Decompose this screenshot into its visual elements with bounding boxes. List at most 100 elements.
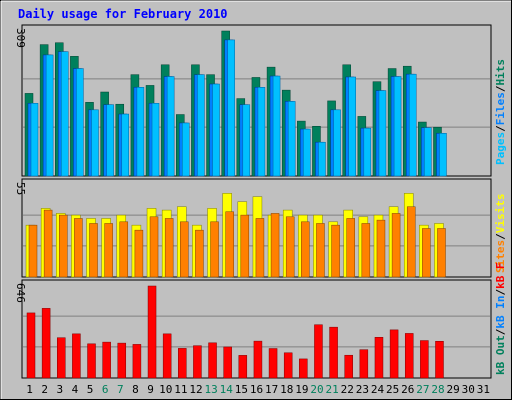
sites-bar	[331, 224, 340, 278]
day-label: 21	[326, 383, 339, 396]
kbf-bar	[162, 333, 172, 379]
sites-bar	[437, 228, 446, 278]
kbf-bar	[435, 341, 444, 379]
day-label: 19	[295, 383, 308, 396]
pages-bar	[166, 76, 175, 177]
day-label: 2	[41, 383, 48, 396]
day-label: 6	[102, 383, 109, 396]
pages-bar	[287, 101, 296, 177]
pages-bar	[121, 113, 130, 177]
sites-bar	[422, 228, 431, 278]
day-label: 22	[341, 383, 354, 396]
pages-bar	[45, 54, 54, 177]
day-label: 20	[310, 383, 323, 396]
kbf-bar	[404, 333, 414, 379]
day-label: 7	[117, 383, 124, 396]
sites-bar	[210, 221, 219, 278]
kbf-bar	[374, 337, 384, 379]
side-legend-text: kB Out/kB In/kB F	[494, 262, 507, 375]
day-label: 3	[57, 383, 64, 396]
sites-bar	[119, 221, 129, 278]
kbf-bar	[87, 343, 96, 379]
sites-bar	[164, 218, 174, 278]
kbf-bar	[253, 340, 263, 379]
kbf-bar	[57, 337, 66, 379]
sites-bar	[255, 218, 265, 278]
day-label: 29	[447, 383, 460, 396]
side-legend-part: Pages	[494, 132, 507, 165]
day-label: 27	[416, 383, 429, 396]
side-legend-part: Hits	[494, 59, 507, 86]
day-label: 11	[174, 383, 187, 396]
day-label: 10	[159, 383, 172, 396]
kbf-bar	[26, 312, 36, 379]
day-label: 5	[87, 383, 94, 396]
day-label: 4	[72, 383, 79, 396]
day-label: 13	[204, 383, 217, 396]
sites-bar	[74, 218, 83, 278]
pages-bar	[378, 90, 387, 177]
pages-bar	[212, 83, 220, 177]
side-legend-part: kB Out	[494, 335, 507, 375]
sites-bar	[149, 216, 159, 278]
side-legend-separator: /	[494, 289, 507, 296]
pages-bar	[439, 133, 447, 177]
pages-bar	[363, 127, 372, 177]
day-label: 1	[26, 383, 33, 396]
pages-bar	[227, 39, 235, 177]
kbf-bar	[299, 358, 308, 379]
sites-bar	[240, 214, 250, 278]
side-legend-part: kB F	[494, 262, 507, 289]
side-legend-part: Visits	[494, 194, 507, 234]
pages-bar	[424, 127, 432, 177]
sites-bar	[28, 224, 38, 278]
pages-bar	[106, 104, 114, 177]
sites-bar	[134, 229, 144, 278]
kbf-bar	[193, 345, 202, 379]
day-label: 31	[477, 383, 490, 396]
side-legend-text: Pages/Files/Hits	[494, 59, 507, 165]
kbf-bar	[268, 348, 278, 379]
pages-bar	[257, 87, 266, 177]
bottom-side-legend: kB Out/kB In/kB F	[494, 262, 507, 375]
side-legend-separator: /	[494, 328, 507, 335]
pages-bar	[91, 109, 99, 177]
day-label: 17	[265, 383, 278, 396]
sites-bar	[406, 206, 416, 278]
day-label: 24	[371, 383, 385, 396]
kbf-bar	[72, 333, 81, 379]
sites-bar	[59, 214, 68, 278]
day-label: 26	[401, 383, 414, 396]
sites-bar	[270, 213, 280, 278]
kbf-bar	[147, 285, 157, 379]
day-label: 14	[220, 383, 234, 396]
day-label: 9	[147, 383, 154, 396]
sites-bar	[43, 209, 53, 278]
sites-bar	[180, 221, 189, 278]
day-label: 12	[189, 383, 202, 396]
pages-bar	[61, 51, 69, 177]
kbf-bar	[178, 348, 187, 379]
pages-bar	[197, 74, 205, 177]
day-label: 28	[431, 383, 444, 396]
sites-bar	[225, 211, 234, 278]
pages-bar	[182, 122, 190, 177]
kbf-bar	[283, 352, 293, 379]
kbf-bar	[102, 341, 111, 379]
top-side-legend: Pages/Files/Hits	[494, 59, 507, 165]
middle-side-legend: Sites/Visits	[494, 194, 507, 274]
day-label: 23	[356, 383, 369, 396]
top-ymax-label: 309	[14, 28, 27, 48]
kbf-bar	[238, 355, 248, 379]
kbf-bar	[208, 342, 217, 379]
sites-bar	[376, 219, 386, 278]
kbf-bar	[344, 354, 353, 379]
day-labels: 1 2 3 4 5 6 7 8 9 10 11 12 13 14 15 16 17 18 19 20 21 22 23 24 2…	[26, 383, 490, 396]
sites-bar	[89, 223, 98, 278]
sites-bar	[285, 216, 295, 278]
pages-bar	[272, 75, 281, 177]
side-legend-separator: /	[494, 85, 507, 92]
pages-bar	[408, 73, 417, 177]
pages-bar	[242, 104, 251, 177]
kbf-bar	[314, 324, 323, 379]
